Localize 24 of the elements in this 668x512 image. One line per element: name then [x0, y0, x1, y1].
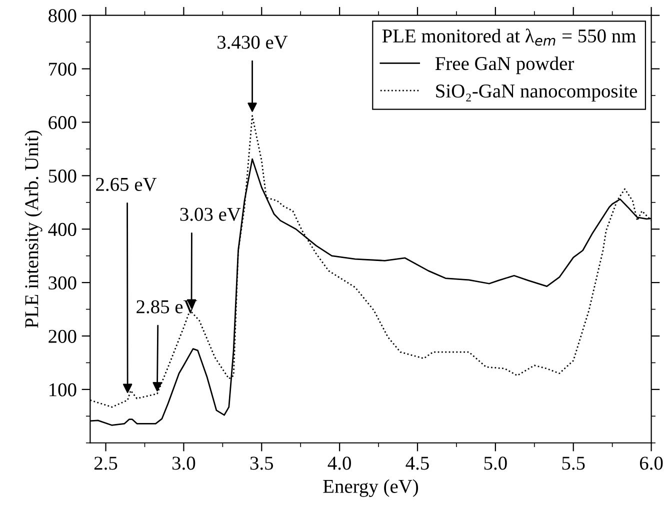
y-tick-label: 600 [48, 116, 76, 130]
legend-title: PLE monitored at λ$_{em}$ = 550 nm [382, 28, 636, 46]
annotation: 3.03 eV [180, 208, 241, 221]
x-tick-label: 5.5 [562, 456, 585, 470]
x-tick-label: 6.0 [640, 456, 663, 470]
y-axis-title: PLE intensity (Arb. Unit) [24, 130, 42, 328]
y-tick-label: 300 [48, 276, 76, 290]
y-tick-label: 400 [48, 222, 76, 236]
x-tick-label: 4.0 [328, 456, 351, 470]
y-tick-label: 800 [48, 9, 76, 22]
y-tick-label: 700 [49, 62, 76, 76]
annotation: 3.430 eV [218, 36, 288, 49]
y-tick-label: 100 [50, 383, 76, 396]
y-tick-label: 200 [48, 330, 76, 343]
annotation: 2.65 eV [96, 178, 157, 192]
x-tick-label: 5.0 [484, 456, 507, 470]
y-tick-label: 500 [48, 169, 76, 183]
legend-label: Free GaN powder [435, 56, 574, 74]
x-axis-title: Energy (eV) [323, 479, 418, 497]
legend-label: SiO₂-GaN nanocomposite [436, 84, 638, 102]
x-tick-label: 4.5 [406, 456, 429, 470]
x-tick-label: 3.0 [172, 456, 196, 470]
x-tick-label: 2.5 [94, 456, 118, 470]
x-tick-label: 3.5 [250, 456, 274, 470]
